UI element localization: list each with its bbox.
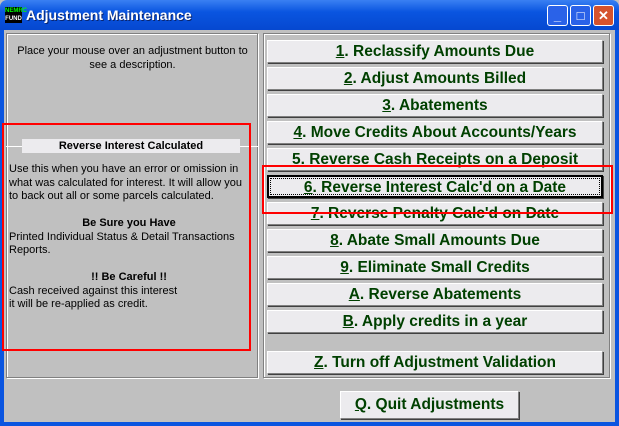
button-label: . Turn off Adjustment Validation bbox=[323, 354, 556, 371]
shortcut-key: A bbox=[348, 286, 360, 303]
adjustment-button-9[interactable]: 9. Eliminate Small Credits bbox=[267, 256, 603, 279]
button-label: . Adjust Amounts Billed bbox=[352, 70, 527, 87]
window-frame bbox=[0, 422, 619, 426]
quit-adjustments-button[interactable]: Q. Quit Adjustments bbox=[340, 391, 519, 419]
app-logo-icon: NEMRC FUND bbox=[5, 7, 27, 23]
minimize-button[interactable]: _ bbox=[547, 5, 568, 26]
button-label: . Abatements bbox=[390, 97, 488, 114]
hint-text: Place your mouse over an adjustment butt… bbox=[17, 45, 248, 71]
button-label: . Reverse Cash Receipts on a Deposit bbox=[300, 151, 578, 168]
shortcut-key: Z bbox=[314, 354, 324, 371]
button-label: . Move Credits About Accounts/Years bbox=[302, 124, 577, 141]
button-label: . Apply credits in a year bbox=[353, 313, 528, 330]
button-label: . Reverse Interest Calc'd on a Date bbox=[312, 179, 567, 196]
close-button[interactable]: ✕ bbox=[593, 5, 614, 26]
shortcut-key: 1 bbox=[335, 43, 345, 60]
description-title: Reverse Interest Calculated bbox=[22, 139, 240, 153]
highlight-box bbox=[2, 123, 251, 351]
title-bar: NEMRC FUND Adjustment Maintenance _ □ ✕ bbox=[0, 0, 619, 30]
button-label: . Abate Small Amounts Due bbox=[338, 232, 540, 249]
description-text: Use this when you have an error or omiss… bbox=[9, 163, 249, 312]
window-frame bbox=[615, 30, 619, 426]
shortcut-key: 9 bbox=[340, 259, 349, 276]
adjustment-button-8[interactable]: 8. Abate Small Amounts Due bbox=[267, 229, 603, 252]
description-paragraph: Use this when you have an error or omiss… bbox=[9, 163, 242, 202]
adjustment-button-3[interactable]: 3. Abatements bbox=[267, 94, 603, 117]
description-heading: Be Sure you Have bbox=[82, 217, 176, 229]
button-label: . Reclassify Amounts Due bbox=[344, 43, 535, 60]
adjustment-button-b[interactable]: B. Apply credits in a year bbox=[267, 310, 603, 333]
adjustment-button-z[interactable]: Z. Turn off Adjustment Validation bbox=[267, 351, 603, 374]
shortcut-key: 2 bbox=[343, 70, 353, 87]
adjustment-button-a[interactable]: A. Reverse Abatements bbox=[267, 283, 603, 306]
description-paragraph: Printed Individual Status & Detail Trans… bbox=[9, 230, 235, 257]
description-panel bbox=[6, 33, 258, 378]
button-label: . Reverse Abatements bbox=[359, 286, 522, 303]
description-paragraph: Cash received against this interest it w… bbox=[9, 284, 178, 311]
shortcut-key: 8 bbox=[330, 232, 339, 249]
adjustment-button-4[interactable]: 4. Move Credits About Accounts/Years bbox=[267, 121, 603, 144]
shortcut-key: B bbox=[342, 313, 354, 330]
highlight-box bbox=[262, 165, 613, 214]
adjustment-button-1[interactable]: 1. Reclassify Amounts Due bbox=[267, 40, 603, 63]
adjustment-button-6[interactable]: 6. Reverse Interest Calc'd on a Date bbox=[267, 175, 603, 198]
adjustment-button-2[interactable]: 2. Adjust Amounts Billed bbox=[267, 67, 603, 90]
shortcut-key: 3 bbox=[382, 97, 391, 114]
description-heading: !! Be Careful !! bbox=[91, 271, 167, 283]
shortcut-key: 5 bbox=[291, 151, 301, 168]
shortcut-key: 6 bbox=[303, 179, 313, 196]
window-title: Adjustment Maintenance bbox=[26, 7, 192, 23]
maximize-button[interactable]: □ bbox=[570, 5, 591, 26]
button-label: . Eliminate Small Credits bbox=[348, 259, 530, 276]
shortcut-key: 4 bbox=[293, 124, 303, 141]
